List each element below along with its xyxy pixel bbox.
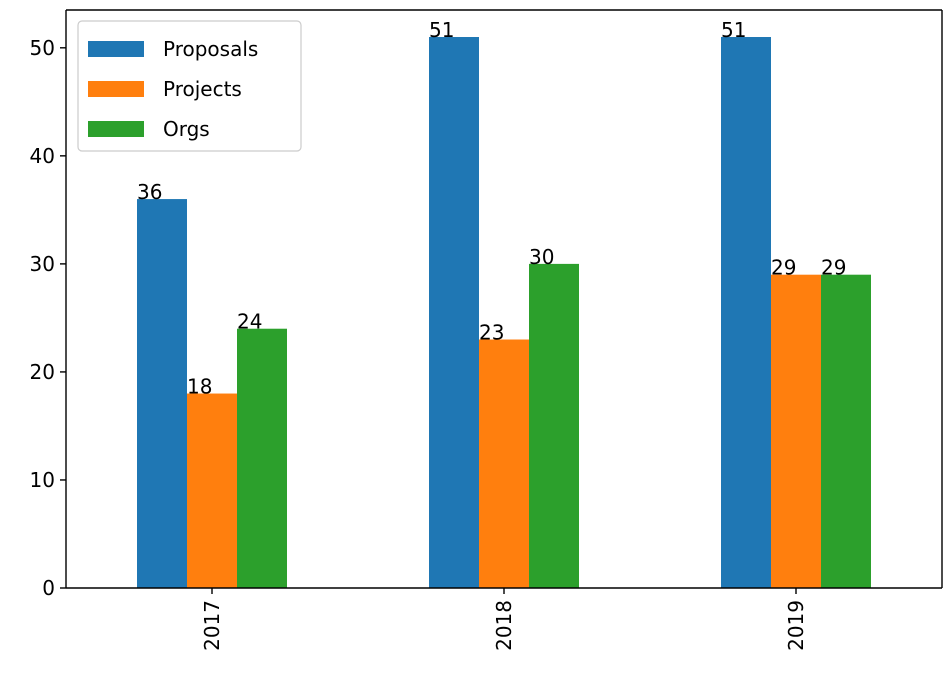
data-label-proposals-2019: 51	[721, 18, 746, 42]
axes-group: 0 10 20 30 40 50 2017 2018 2019	[30, 9, 943, 651]
data-label-orgs-2017: 24	[237, 310, 262, 334]
bar-orgs-2019	[821, 274, 871, 588]
legend-swatch-orgs	[88, 121, 144, 137]
bar-orgs-2018	[529, 263, 579, 588]
legend: Proposals Projects Orgs	[77, 20, 302, 152]
data-label-projects-2019: 29	[771, 256, 796, 280]
legend-label-projects: Projects	[163, 77, 242, 101]
x-tick-label-2019: 2019	[784, 600, 808, 651]
data-label-projects-2017: 18	[187, 375, 212, 399]
y-tick-label-10: 10	[30, 468, 55, 492]
bar-proposals-2017	[137, 199, 187, 588]
data-label-orgs-2019: 29	[821, 256, 846, 280]
legend-swatch-projects	[88, 81, 144, 97]
y-tick-label-0: 0	[42, 576, 55, 600]
y-tick-label-50: 50	[30, 36, 55, 60]
data-label-orgs-2018: 30	[529, 245, 554, 269]
y-tick-label-30: 30	[30, 252, 55, 276]
data-label-proposals-2018: 51	[429, 18, 454, 42]
legend-label-proposals: Proposals	[163, 37, 258, 61]
data-labels-group: 36 18 24 51 23 30 51 29 29	[137, 18, 846, 399]
data-label-proposals-2017: 36	[137, 180, 162, 204]
bars-group	[137, 37, 871, 589]
bar-proposals-2018	[429, 37, 479, 589]
y-tick-label-40: 40	[30, 144, 55, 168]
legend-swatch-proposals	[88, 41, 144, 57]
x-tick-label-2018: 2018	[492, 600, 516, 651]
legend-label-orgs: Orgs	[163, 117, 210, 141]
bar-projects-2018	[479, 339, 529, 588]
bar-projects-2019	[771, 274, 821, 588]
x-tick-label-2017: 2017	[200, 600, 224, 651]
bar-projects-2017	[187, 393, 237, 588]
data-label-projects-2018: 23	[479, 321, 504, 345]
bar-proposals-2019	[721, 37, 771, 589]
y-tick-label-20: 20	[30, 360, 55, 384]
bar-orgs-2017	[237, 328, 287, 588]
